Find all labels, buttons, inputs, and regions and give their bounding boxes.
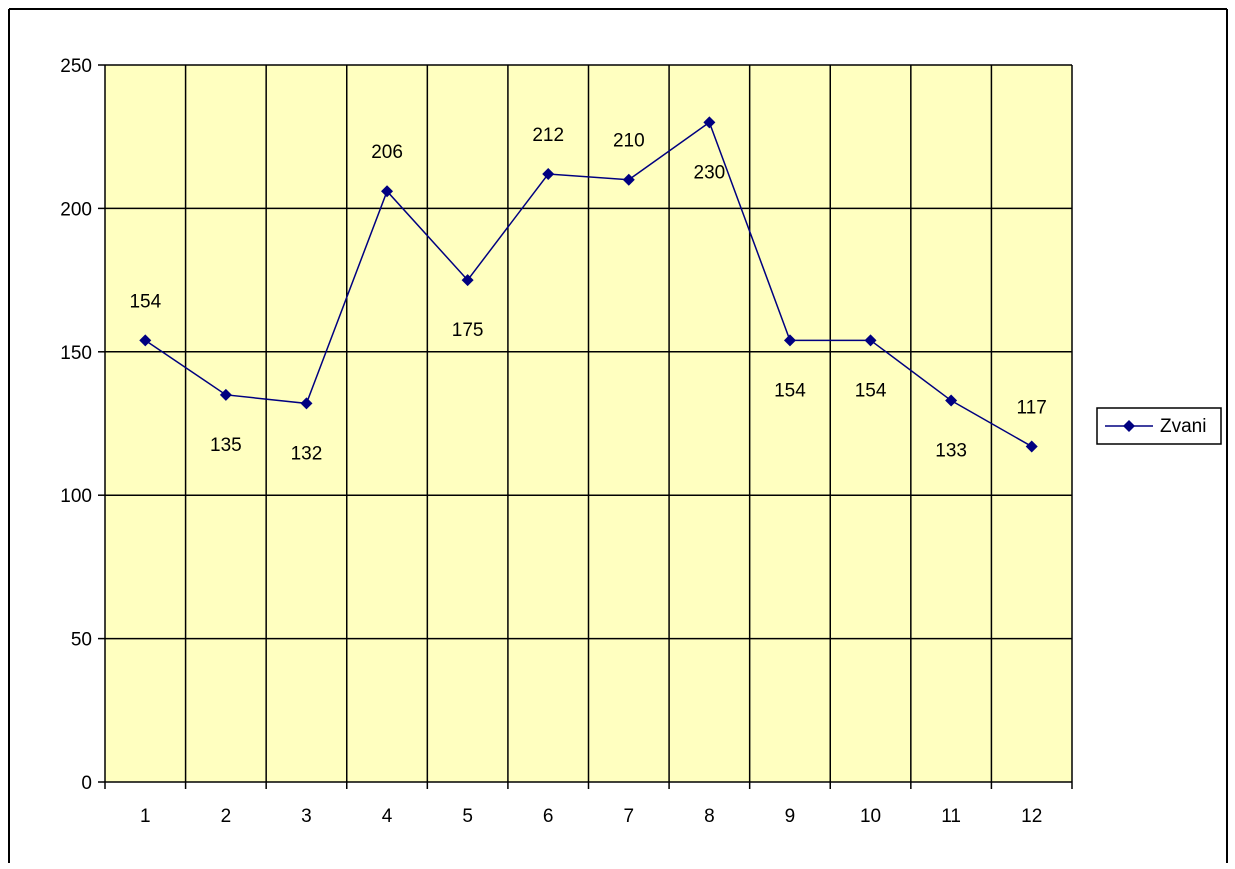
data-label: 206 <box>371 142 403 163</box>
y-axis: 0 50 100 150 200 250 <box>60 56 106 794</box>
data-label: 230 <box>694 162 726 183</box>
legend-marker <box>1123 420 1135 432</box>
data-label: 135 <box>210 435 242 456</box>
x-tick-label: 11 <box>941 806 961 827</box>
data-label: 210 <box>613 131 645 152</box>
x-tick-label: 4 <box>382 806 393 827</box>
x-tick-label: 8 <box>704 806 715 827</box>
data-label: 175 <box>452 320 484 341</box>
y-tick-label: 0 <box>81 773 92 794</box>
series-line-zvani <box>144 121 1033 448</box>
data-label: 212 <box>532 125 564 146</box>
y-tick-label: 150 <box>60 343 92 364</box>
x-tick-label: 3 <box>301 806 312 827</box>
legend-entry-label: Zvani <box>1160 416 1206 437</box>
data-point-marker <box>381 185 394 198</box>
data-point-marker <box>703 116 716 129</box>
x-tick-label: 7 <box>624 806 635 827</box>
data-label: 154 <box>855 380 887 401</box>
data-label: 132 <box>291 443 323 464</box>
x-tick-label: 9 <box>785 806 796 827</box>
x-tick-label: 6 <box>543 806 554 827</box>
data-label: 133 <box>935 441 967 462</box>
x-tick-label: 5 <box>462 806 473 827</box>
data-point-marker <box>219 388 232 401</box>
data-point-marker <box>1025 440 1038 453</box>
legend: Zvani <box>1096 407 1222 445</box>
data-point-marker <box>945 394 958 407</box>
data-label: 154 <box>129 291 161 312</box>
data-labels: 154 135 132 206 175 212 210 230 154 154 133 117 <box>129 125 1046 464</box>
chart-frame: 0 50 100 150 200 250 1 2 3 4 5 6 7 8 9 10 11 12 154 135 13… <box>6 6 1229 863</box>
x-tick-label: 10 <box>860 806 881 827</box>
data-point-marker <box>622 173 635 186</box>
data-point-marker <box>542 167 555 180</box>
x-axis: 1 2 3 4 5 6 7 8 9 10 11 12 <box>104 781 1073 827</box>
data-point-marker <box>783 334 796 347</box>
data-point-marker <box>139 334 152 347</box>
x-tick-label: 12 <box>1021 806 1042 827</box>
x-tick-label: 2 <box>221 806 232 827</box>
data-point-marker <box>461 274 474 287</box>
x-tick-label: 1 <box>140 806 151 827</box>
data-point-marker <box>864 334 877 347</box>
y-tick-label: 100 <box>60 486 92 507</box>
y-tick-label: 50 <box>71 630 92 651</box>
data-point-marker <box>300 397 313 410</box>
y-tick-label: 250 <box>60 56 92 77</box>
plot-area <box>105 64 1073 782</box>
data-label: 117 <box>1017 397 1047 418</box>
series-layer <box>139 116 1038 453</box>
y-tick-label: 200 <box>60 199 92 220</box>
data-label: 154 <box>774 380 806 401</box>
